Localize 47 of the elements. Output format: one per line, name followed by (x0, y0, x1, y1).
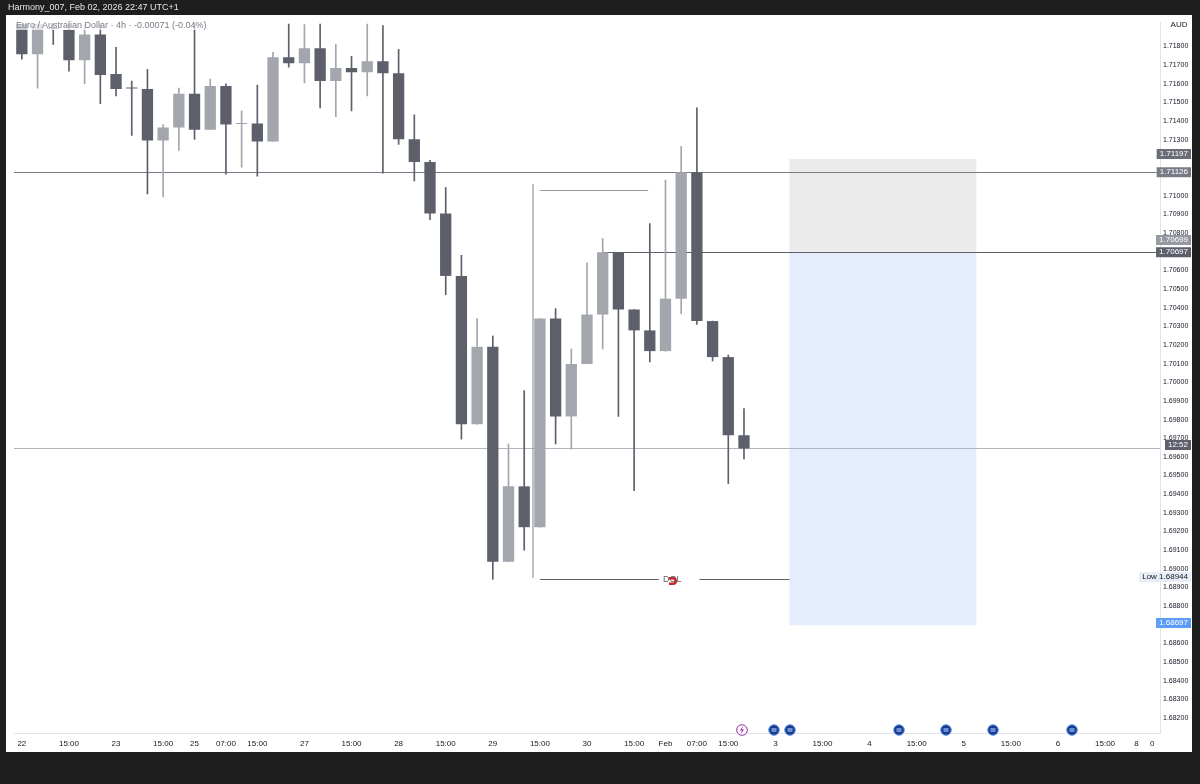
annotation: Low 1.68944 (1142, 572, 1189, 582)
x-tick-label: 15:00 (1000, 739, 1022, 748)
x-tick-label: 07:00 (215, 739, 237, 748)
x-tick-label: Feb (658, 739, 673, 748)
x-tick-label: 4 (867, 739, 873, 748)
x-tick-label: 15:00 (435, 739, 457, 748)
candlestick (377, 25, 389, 174)
ref-line-label: 1.71126 (1159, 167, 1189, 177)
x-tick-label: 6 (1055, 739, 1061, 748)
candlestick (126, 80, 138, 136)
x-tick-label: 3 (773, 739, 779, 748)
chart-subtitle: Euro / Australian Dollar · 4h · -0.00071 (-0.04%) (16, 20, 207, 30)
candlestick (330, 44, 342, 117)
annotation: 1.68697 (1159, 618, 1189, 628)
x-tick-label: 15:00 (1095, 739, 1116, 748)
ref-line-label: 1.70697 (1159, 247, 1189, 257)
x-tick-label: 15:00 (341, 739, 363, 748)
x-tick-label: 8 (1134, 739, 1140, 748)
x-tick-label: 22 (17, 739, 27, 748)
x-tick-label: 25 (190, 739, 200, 748)
x-tick-label: 27 (299, 739, 310, 748)
x-tick-label: 15:00 (812, 739, 834, 748)
x-tick-label: 0 (1149, 739, 1155, 748)
text: 12:52 (1167, 440, 1189, 450)
y-axis-title: AUD (1169, 20, 1189, 29)
candlestick (628, 309, 640, 491)
x-tick-label: 15:00 (624, 739, 645, 748)
x-tick-label: 15:00 (529, 739, 551, 748)
x-tick-label: 30 (582, 739, 592, 748)
candlestick (251, 84, 263, 177)
x-tick-label: 5 (961, 739, 967, 748)
candlestick (361, 23, 373, 97)
x-tick-label: 29 (488, 739, 498, 748)
x-tick-label: 15:00 (718, 739, 739, 748)
x-tick-label: 15:00 (906, 739, 928, 748)
x-tick-label: 23 (111, 739, 122, 748)
candlestick (283, 23, 295, 68)
x-tick-label: 15:00 (247, 739, 268, 748)
candlestick (157, 124, 169, 198)
chart-title: Harmony_007, Feb 02, 2026 22:47 UTC+1 (8, 1, 179, 14)
x-tick-label: 15:00 (58, 739, 80, 748)
annotation: 1.70699 (1159, 235, 1189, 245)
x-tick-label: 07:00 (686, 739, 708, 748)
x-tick-label: 28 (394, 739, 404, 748)
annotation: 1.71197 (1159, 149, 1189, 159)
x-tick-label: 15:00 (153, 739, 174, 748)
candlestick (518, 390, 530, 551)
